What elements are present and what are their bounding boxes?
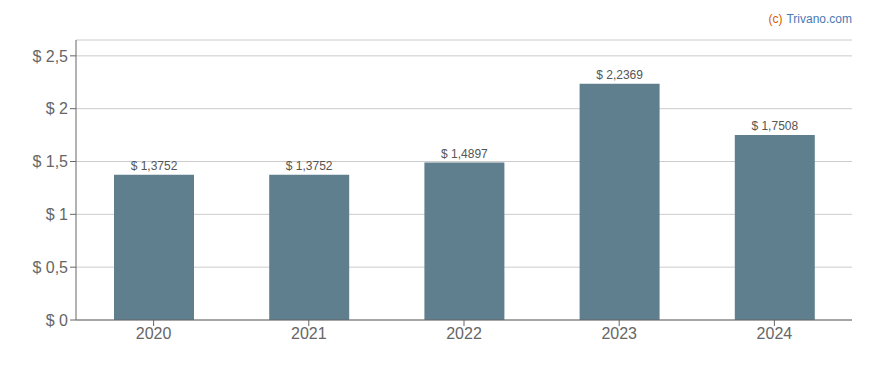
- svg-text:$ 1,5: $ 1,5: [32, 153, 68, 170]
- svg-text:$ 2,2369: $ 2,2369: [596, 68, 643, 82]
- svg-text:$ 1,4897: $ 1,4897: [441, 147, 488, 161]
- svg-text:$ 2,5: $ 2,5: [32, 48, 68, 65]
- svg-text:$ 1,3752: $ 1,3752: [286, 159, 333, 173]
- svg-text:$ 1: $ 1: [46, 206, 68, 223]
- html-text:(c) Trivano.com: (c) Trivano.com: [768, 12, 852, 26]
- svg-text:2020: 2020: [136, 325, 172, 342]
- svg-text:2023: 2023: [601, 325, 637, 342]
- svg-text:$ 2: $ 2: [46, 100, 68, 117]
- svg-text:$ 1,3752: $ 1,3752: [131, 159, 178, 173]
- svg-text:$ 0,5: $ 0,5: [32, 259, 68, 276]
- svg-text:$ 0: $ 0: [46, 312, 68, 329]
- svg-text:2021: 2021: [291, 325, 327, 342]
- svg-text:2024: 2024: [757, 325, 793, 342]
- svg-text:2022: 2022: [446, 325, 482, 342]
- svg-text:$ 1,7508: $ 1,7508: [751, 119, 798, 133]
